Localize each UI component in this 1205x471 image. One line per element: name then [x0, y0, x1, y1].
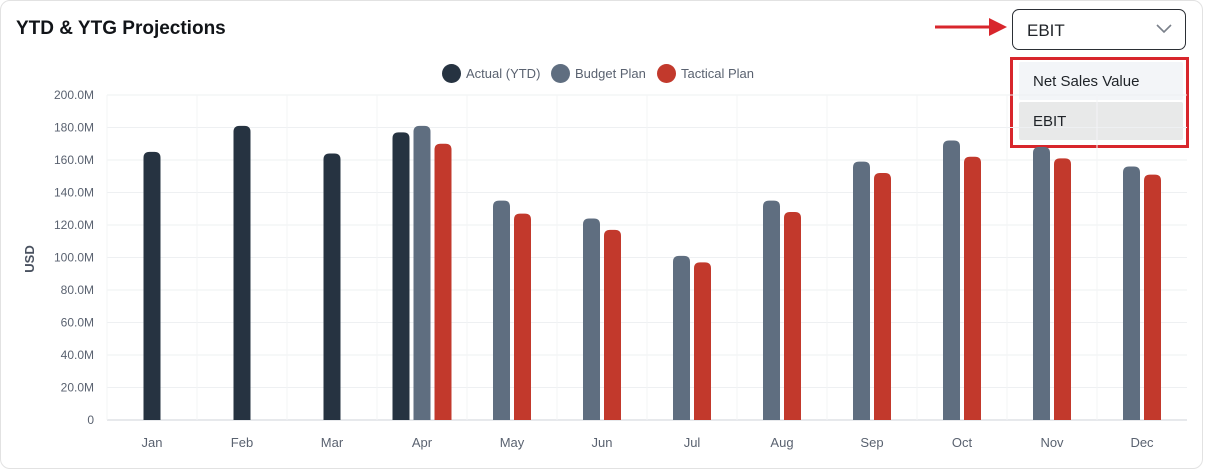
metric-select-value: EBIT: [1027, 21, 1065, 40]
bar-budget-plan-jul: [673, 255, 690, 420]
bar-budget-plan-oct: [943, 140, 960, 420]
y-tick-label: 200.0M: [54, 88, 94, 102]
legend-label-budget: Budget Plan: [575, 66, 646, 81]
bar-actual-ytd-feb: [233, 125, 251, 420]
chart-legend: Actual (YTD) Budget Plan Tactical Plan: [1, 64, 1205, 86]
bar-tactical-plan-nov: [1054, 158, 1071, 420]
y-tick-label: 100.0M: [54, 251, 94, 265]
bar-tactical-plan-jul: [694, 262, 711, 420]
annotation-arrow-icon: [935, 18, 1007, 36]
bar-budget-plan-may: [493, 200, 510, 420]
x-tick-label: Dec: [1130, 435, 1154, 450]
card-title: YTD & YTG Projections: [16, 18, 226, 39]
legend-item-budget[interactable]: Budget Plan: [551, 64, 646, 83]
bar-tactical-plan-apr: [434, 143, 452, 420]
y-tick-label: 160.0M: [54, 153, 94, 167]
y-tick-label: 20.0M: [61, 381, 94, 395]
y-tick-label: 140.0M: [54, 186, 94, 200]
bar-tactical-plan-jun: [604, 229, 621, 420]
bar-budget-plan-dec: [1123, 166, 1140, 420]
legend-swatch-actual: [442, 64, 461, 83]
x-tick-label: Mar: [321, 435, 344, 450]
bar-budget-plan-jun: [583, 218, 600, 420]
x-tick-label: Oct: [952, 435, 973, 450]
bar-actual-ytd-apr: [392, 132, 410, 420]
bar-tactical-plan-oct: [964, 156, 981, 420]
legend-item-actual[interactable]: Actual (YTD): [442, 64, 540, 83]
legend-swatch-budget: [551, 64, 570, 83]
legend-swatch-tactical: [657, 64, 676, 83]
metric-dropdown-menu: Net Sales Value EBIT: [1010, 57, 1189, 148]
x-tick-label: Jul: [684, 435, 701, 450]
x-tick-label: Feb: [231, 435, 253, 450]
chevron-down-icon: [1156, 24, 1172, 34]
x-tick-label: May: [500, 435, 525, 450]
legend-label-actual: Actual (YTD): [466, 66, 541, 81]
bar-tactical-plan-sep: [874, 173, 891, 420]
bar-tactical-plan-dec: [1144, 174, 1161, 420]
x-tick-label: Jan: [142, 435, 163, 450]
bar-budget-plan-aug: [763, 200, 780, 420]
legend-label-tactical: Tactical Plan: [681, 66, 754, 81]
legend-item-tactical[interactable]: Tactical Plan: [657, 64, 754, 83]
y-tick-label: 180.0M: [54, 121, 94, 135]
y-tick-label: 0: [87, 413, 94, 427]
dropdown-option-ebit[interactable]: EBIT: [1019, 102, 1183, 140]
bar-budget-plan-nov: [1033, 147, 1050, 420]
bar-actual-ytd-jan: [143, 151, 161, 420]
y-axis-title: USD: [22, 245, 37, 272]
x-tick-label: Aug: [770, 435, 793, 450]
y-tick-label: 120.0M: [54, 218, 94, 232]
x-tick-label: Nov: [1040, 435, 1064, 450]
y-tick-label: 80.0M: [61, 283, 94, 297]
x-tick-label: Jun: [592, 435, 613, 450]
bar-tactical-plan-may: [514, 213, 531, 420]
bar-budget-plan-sep: [853, 161, 870, 420]
x-tick-label: Sep: [860, 435, 883, 450]
y-tick-label: 40.0M: [61, 348, 94, 362]
bar-actual-ytd-mar: [323, 153, 341, 420]
metric-select[interactable]: EBIT: [1012, 9, 1186, 50]
dropdown-option-net-sales-value[interactable]: Net Sales Value: [1019, 62, 1183, 100]
bar-budget-plan-apr: [413, 125, 431, 420]
x-tick-label: Apr: [412, 435, 433, 450]
bar-tactical-plan-aug: [784, 212, 801, 420]
y-tick-label: 60.0M: [61, 316, 94, 330]
